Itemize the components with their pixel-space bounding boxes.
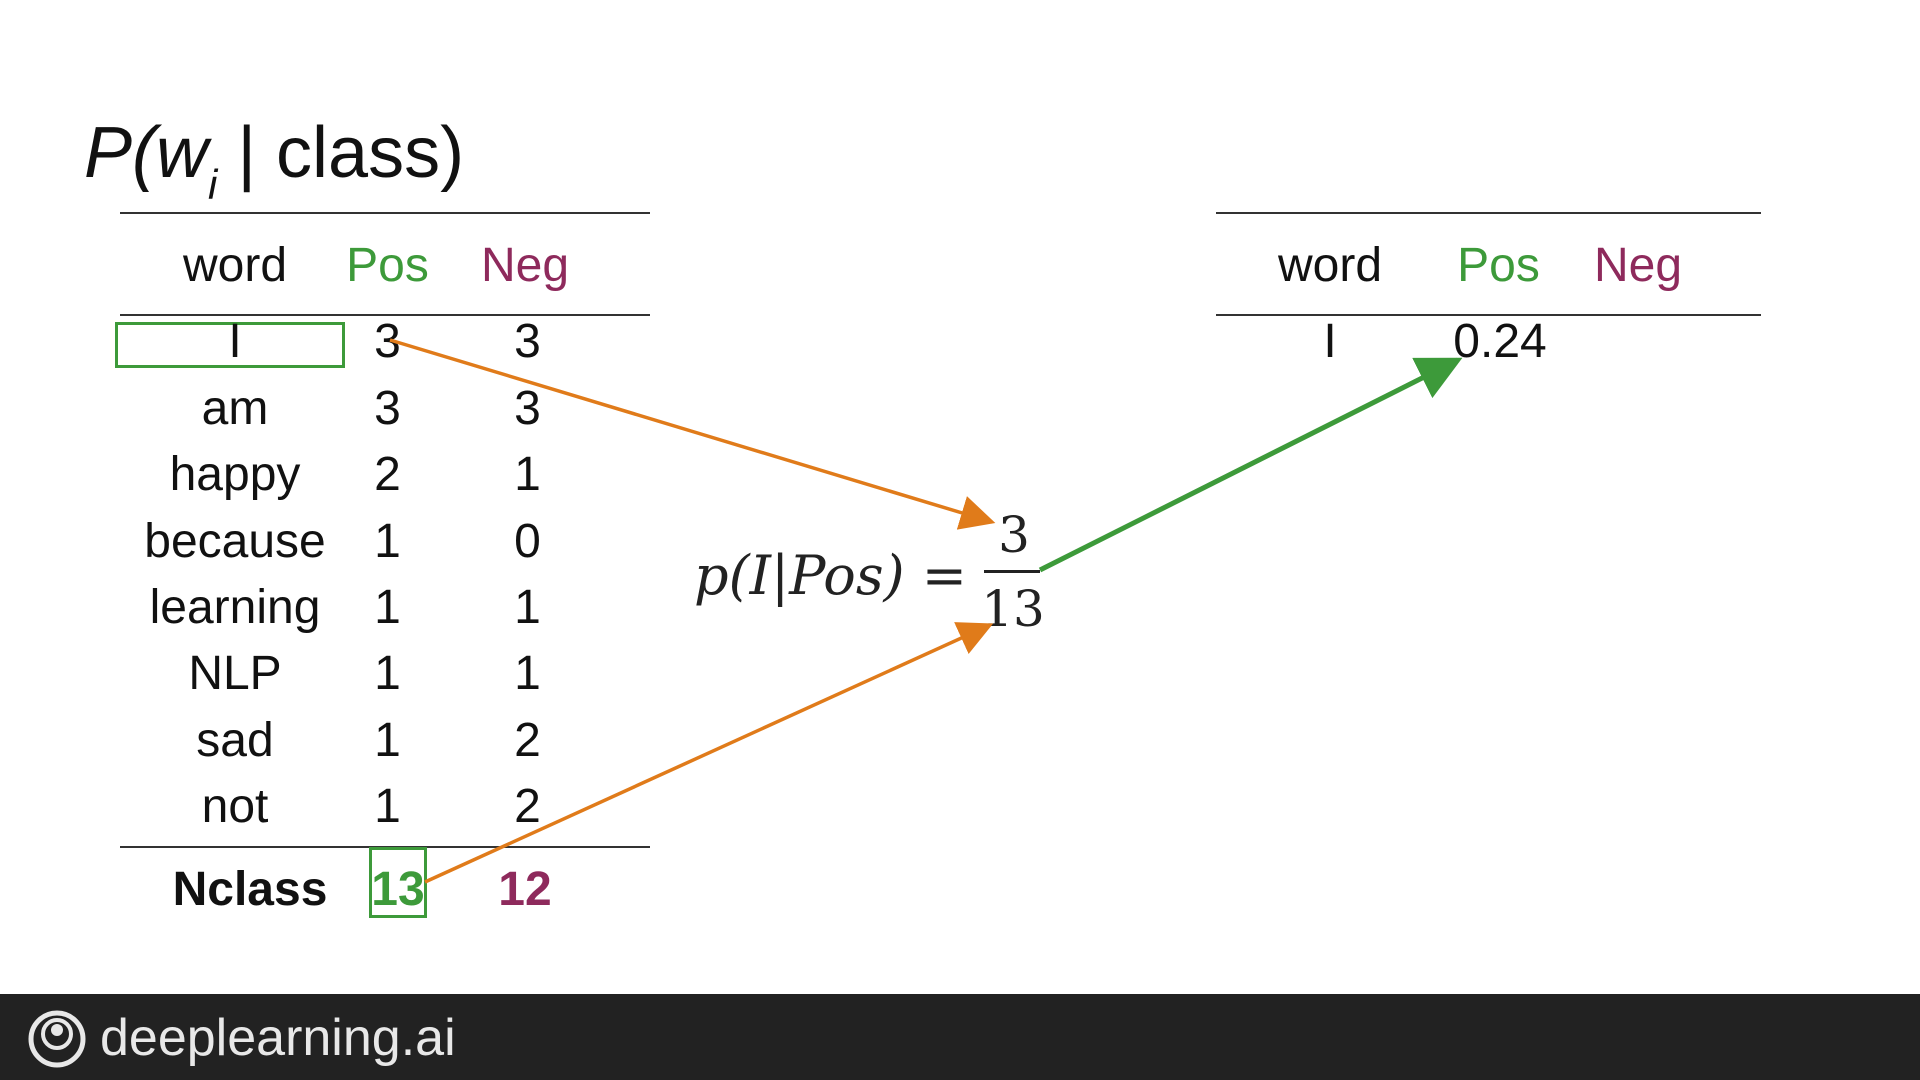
total-neg: 12 <box>498 863 552 916</box>
right-table-top-rule <box>1216 212 1761 214</box>
formula-numerator: 3 <box>998 506 1030 564</box>
table-row-word: I <box>228 315 242 368</box>
green-arrow-result <box>1038 357 1463 573</box>
table-row-word: I <box>1323 315 1337 368</box>
table-row-word: sad <box>196 714 274 767</box>
orange-arrow-denominator <box>424 622 994 884</box>
page-title: P(wi | class) <box>84 112 464 209</box>
right-header-word: word <box>1277 239 1383 292</box>
table-row-pos: 3 <box>374 382 401 435</box>
table-row-word: NLP <box>188 647 282 700</box>
table-row-word: not <box>201 780 269 833</box>
table-row-neg: 2 <box>514 714 541 767</box>
table-row-word: happy <box>169 448 301 501</box>
table-row-neg: 1 <box>514 448 541 501</box>
left-header-neg: Neg <box>480 239 570 292</box>
left-table-top-rule <box>120 212 650 214</box>
table-row-pos: 1 <box>374 647 401 700</box>
table-row-word: because <box>144 515 326 568</box>
table-row-neg: 3 <box>514 315 541 368</box>
table-row-word: am <box>201 382 269 435</box>
highlight-box-word-i <box>115 322 345 368</box>
left-header-word: word <box>182 239 288 292</box>
formula-lhs: p(I|Pos) = <box>694 544 968 607</box>
fraction-bar <box>984 570 1040 573</box>
table-row-word: learning <box>149 581 321 634</box>
title-subscript: i <box>208 161 218 208</box>
right-header-neg: Neg <box>1593 239 1683 292</box>
table-row-neg: 3 <box>514 382 541 435</box>
deeplearning-logo-icon <box>28 1010 86 1068</box>
left-table-header-rule <box>120 314 650 316</box>
title-prefix: P(w <box>84 113 208 193</box>
table-row-pos: 2 <box>374 448 401 501</box>
brand-name: deeplearning.ai <box>100 1009 456 1067</box>
title-suffix: | class) <box>217 113 465 193</box>
table-row-neg: 2 <box>514 780 541 833</box>
arrows-overlay <box>389 338 1463 884</box>
table-row-pos: 1 <box>374 515 401 568</box>
table-row-pos: 1 <box>374 581 401 634</box>
table-row-pos: 1 <box>374 714 401 767</box>
table-row-pos: 0.24 <box>1453 315 1547 368</box>
table-row-neg: 1 <box>514 581 541 634</box>
right-header-pos: Pos <box>1457 239 1540 292</box>
table-row-pos: 1 <box>374 780 401 833</box>
left-header-pos: Pos <box>346 239 429 292</box>
table-row-neg: 1 <box>514 647 541 700</box>
total-label: Nclass <box>172 863 328 916</box>
table-row-neg: 0 <box>514 515 541 568</box>
right-table-header-rule <box>1216 314 1761 316</box>
footer-bar: deeplearning.ai <box>0 994 1920 1080</box>
orange-arrow-numerator <box>389 338 996 530</box>
total-pos: 13 <box>371 863 425 916</box>
